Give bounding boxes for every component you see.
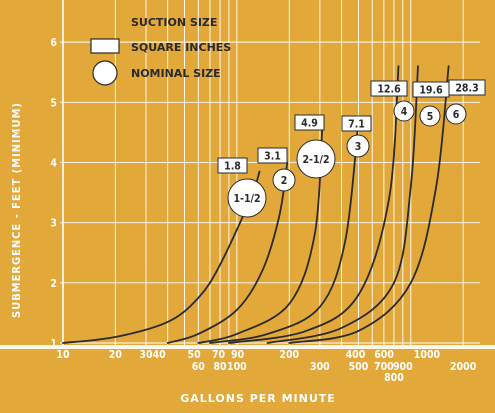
x-axis-baseline [0,345,495,349]
nominal-size-circle [445,103,467,125]
series-curve-6 [288,65,450,344]
x-tick-label: 900 [393,361,413,373]
x-tick-label: 1000 [414,349,441,361]
legend-box-icon [90,38,120,54]
square-inches-box [341,115,372,132]
x-tick-label: 30 [139,349,153,361]
series-curve-2 [166,161,289,344]
x-tick-label: 90 [231,349,245,361]
series-curve-3 [209,119,360,344]
series-curve-2-1/2 [197,125,324,344]
square-inches-label: 7.1 [348,119,365,131]
nominal-size-label: 2 [281,175,288,187]
x-tick-label: 70 [212,349,226,361]
square-inches-label: 28.3 [455,83,478,95]
square-inches-box [294,114,325,131]
nominal-size-label: 3 [355,141,362,153]
square-inches-box [257,147,288,164]
square-inches-label: 19.6 [419,85,443,97]
nominal-size-circle [419,105,441,127]
nominal-size-circle [393,100,415,122]
y-tick-label: 4 [50,157,57,169]
nominal-size-label: 2-1/2 [302,154,329,166]
x-tick-label: 700 [374,361,394,373]
legend-circle-label: NOMINAL SIZE [131,67,221,80]
x-tick-label: 500 [349,361,369,373]
y-tick-label: 5 [50,97,57,109]
square-inches-label: 3.1 [264,151,281,163]
square-inches-label: 1.8 [224,161,241,173]
square-inches-box [217,157,248,174]
square-inches-box [448,79,486,96]
nominal-size-circle [227,178,267,218]
nominal-size-label: 1-1/2 [233,193,260,205]
y-tick-label: 3 [50,218,57,230]
x-tick-label: 400 [346,349,366,361]
series-curve-4 [228,65,400,344]
nominal-size-label: 4 [401,106,408,118]
x-tick-label: 200 [279,349,299,361]
legend-circle-icon [92,60,118,86]
x-tick-label: 2000 [450,361,477,373]
x-axis-label: GALLONS PER MINUTE [180,392,336,405]
y-tick-label: 2 [50,278,57,290]
x-tick-label: 300 [310,361,330,373]
square-inches-label: 12.6 [377,84,401,96]
legend-title: SUCTION SIZE [131,16,217,29]
nominal-size-circle [272,168,296,192]
x-tick-label: 60 [192,361,206,373]
x-tick-label: 20 [109,349,123,361]
nominal-size-circle [296,139,336,179]
x-tick-label: 600 [374,349,394,361]
y-axis-label: SUBMERGENCE - FEET (MINIMUM) [10,102,23,318]
nominal-size-label: 6 [453,109,460,121]
nominal-size-label: 5 [427,111,434,123]
x-tick-label: 80 [213,361,227,373]
series-curve-5 [266,65,419,344]
x-tick-label: 10 [56,349,70,361]
square-inches-label: 4.9 [301,118,318,130]
nominal-size-circle [346,134,370,158]
x-tick-label: 50 [188,349,202,361]
x-tick-label: 800 [384,372,404,384]
x-tick-label: 100 [227,361,247,373]
y-tick-label: 1 [50,338,57,350]
y-tick-label: 6 [50,37,57,49]
square-inches-box [370,80,408,97]
legend-box-label: SQUARE INCHES [131,41,231,54]
x-tick-label: 40 [153,349,167,361]
